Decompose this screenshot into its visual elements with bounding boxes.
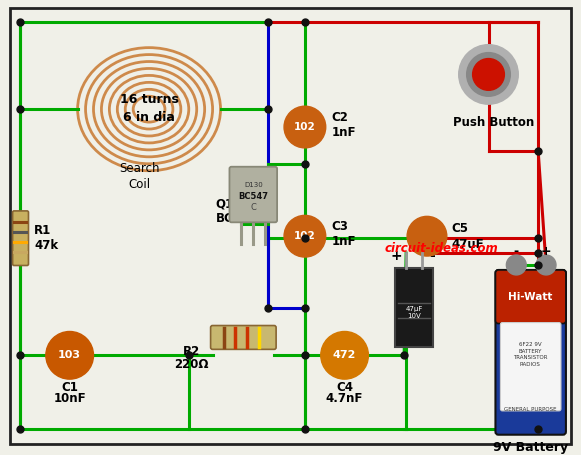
Text: 10nF: 10nF (53, 393, 86, 405)
Text: 6F22 9V
BATTERY
TRANSISTOR
RADIOS: 6F22 9V BATTERY TRANSISTOR RADIOS (513, 342, 547, 367)
Text: 9V Battery: 9V Battery (493, 441, 568, 454)
Text: 472: 472 (333, 350, 356, 360)
Text: C4: C4 (336, 380, 353, 394)
FancyBboxPatch shape (395, 268, 433, 347)
Text: 220Ω: 220Ω (174, 358, 209, 371)
Text: 47uF: 47uF (452, 238, 485, 251)
Text: +: + (390, 249, 402, 263)
Text: 102: 102 (294, 231, 315, 241)
Circle shape (284, 215, 326, 257)
Text: Hi-Watt: Hi-Watt (508, 292, 553, 302)
Circle shape (407, 217, 447, 256)
Text: Push Button: Push Button (453, 116, 534, 129)
Text: R1: R1 (34, 224, 51, 237)
Text: BC547: BC547 (238, 192, 268, 201)
Text: 6 in dia: 6 in dia (123, 111, 175, 124)
Circle shape (467, 53, 510, 96)
Text: C2: C2 (332, 111, 349, 124)
FancyBboxPatch shape (500, 323, 561, 411)
Circle shape (472, 59, 504, 90)
FancyBboxPatch shape (496, 270, 566, 324)
Text: C1: C1 (61, 380, 78, 394)
Circle shape (459, 45, 518, 104)
Text: 1nF: 1nF (332, 126, 356, 138)
Circle shape (284, 106, 326, 148)
FancyBboxPatch shape (210, 325, 276, 349)
Text: +: + (541, 245, 551, 258)
Text: Q1: Q1 (216, 198, 234, 211)
Text: GENERAL PURPOSE: GENERAL PURPOSE (504, 407, 557, 412)
Circle shape (321, 332, 368, 379)
Text: 102: 102 (294, 122, 315, 132)
Text: C: C (250, 203, 256, 212)
Text: -: - (429, 249, 435, 263)
Text: C3: C3 (332, 220, 349, 233)
Text: -: - (514, 245, 519, 258)
Text: R2: R2 (183, 345, 200, 358)
Text: BC547: BC547 (216, 212, 258, 225)
FancyBboxPatch shape (229, 167, 277, 222)
Text: circuit-ideas.com: circuit-ideas.com (384, 242, 498, 255)
FancyBboxPatch shape (13, 211, 28, 265)
Text: 47µF
10V: 47µF 10V (406, 306, 423, 319)
Text: 4.7nF: 4.7nF (326, 393, 363, 405)
Text: 47k: 47k (34, 238, 58, 252)
Circle shape (507, 255, 526, 275)
Circle shape (46, 332, 94, 379)
Circle shape (536, 255, 556, 275)
FancyBboxPatch shape (496, 270, 566, 435)
Text: C5: C5 (452, 222, 469, 235)
Text: 103: 103 (58, 350, 81, 360)
Text: D130: D130 (244, 182, 263, 187)
Text: 16 turns: 16 turns (120, 93, 178, 106)
Text: 1nF: 1nF (332, 235, 356, 248)
Text: Search
Coil: Search Coil (119, 162, 159, 191)
